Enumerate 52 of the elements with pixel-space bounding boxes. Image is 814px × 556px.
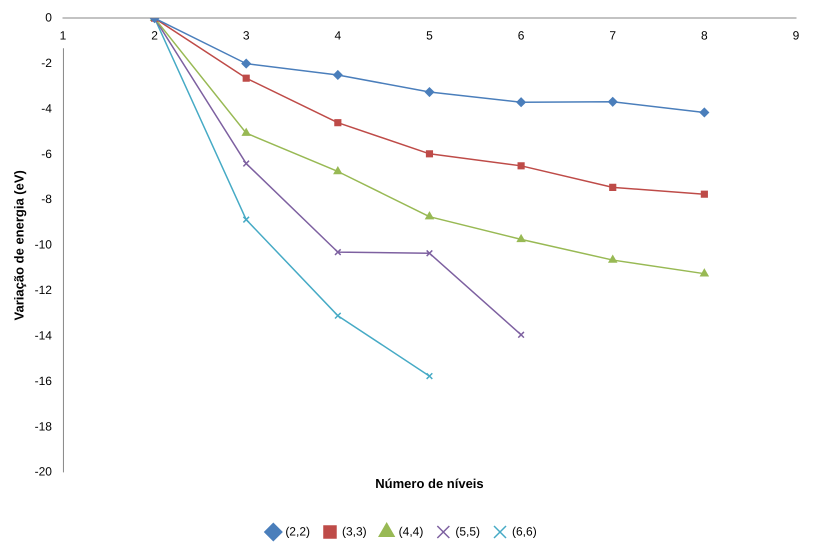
- x-tick-label: 7: [609, 28, 616, 43]
- y-tick-label: -6: [41, 146, 52, 161]
- x-tick-label: 5: [426, 28, 434, 43]
- point: [242, 74, 250, 82]
- point: [333, 70, 343, 80]
- point: [516, 97, 526, 107]
- x-tick-label: 3: [242, 28, 250, 43]
- point: [608, 255, 617, 263]
- point: [242, 216, 250, 224]
- point: [518, 162, 525, 170]
- x-tick-label: 2: [151, 28, 158, 43]
- y-tick-label: -2: [41, 56, 52, 70]
- x-tick-label: 1: [60, 28, 67, 43]
- y-tick-label: -8: [41, 192, 52, 206]
- x-tick-label: 9: [792, 28, 800, 43]
- point: [518, 331, 525, 338]
- point: [334, 119, 342, 126]
- point: [426, 250, 434, 257]
- point: [242, 160, 250, 168]
- point: [609, 184, 616, 191]
- y-tick-label: -10: [34, 238, 52, 252]
- x-tick-label: 4: [334, 28, 342, 43]
- point: [424, 87, 434, 97]
- point: [426, 372, 434, 380]
- y-tick-label: -12: [34, 283, 52, 298]
- y-axis-title: Variação de energia (eV): [11, 170, 26, 320]
- point: [425, 212, 434, 220]
- legend-label: (4,4): [398, 524, 424, 538]
- point: [241, 58, 251, 68]
- point: [426, 150, 434, 158]
- legend-label: (3,3): [342, 524, 367, 538]
- y-tick-label: -4: [41, 101, 52, 116]
- legend-label: (2,2): [285, 524, 310, 538]
- y-tick-label: -16: [34, 374, 52, 388]
- point: [516, 234, 526, 242]
- y-tick-label: -14: [34, 328, 52, 342]
- point: [334, 312, 342, 320]
- x-tick-label: 6: [518, 28, 525, 43]
- y-tick-label: -18: [34, 419, 52, 434]
- legend-label: (6,6): [512, 524, 537, 538]
- point: [700, 108, 710, 118]
- point: [700, 268, 709, 276]
- point: [700, 190, 708, 198]
- point: [608, 97, 618, 107]
- point: [334, 248, 342, 256]
- x-axis-title: Número de níveis: [375, 476, 484, 491]
- y-tick-label: -20: [34, 464, 52, 479]
- legend-label: (5,5): [455, 524, 480, 538]
- point: [334, 166, 342, 174]
- point: [242, 128, 250, 136]
- x-tick-label: 8: [701, 28, 708, 43]
- y-tick-label: 0: [45, 10, 52, 25]
